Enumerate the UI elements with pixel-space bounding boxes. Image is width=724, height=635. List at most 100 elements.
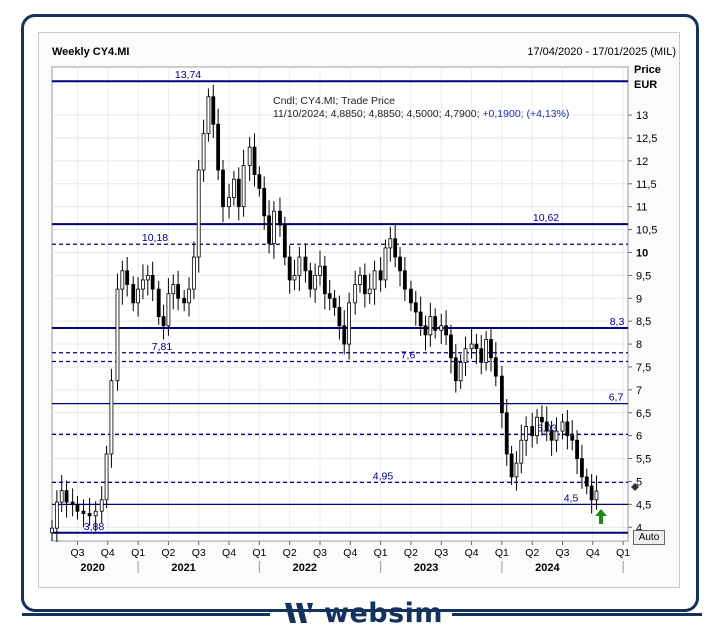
currency-axis-header: EUR: [634, 79, 658, 91]
candle-body: [87, 513, 92, 517]
candle-body: [342, 325, 347, 345]
y-tick-label: 8,5: [636, 316, 651, 328]
candle-body: [272, 210, 276, 244]
y-tick-label: 9,5: [636, 270, 651, 282]
date-range: 17/04/2020 - 17/01/2025 (MIL): [527, 46, 676, 58]
level-label: 7,6: [401, 349, 416, 361]
level-label: 6,7: [609, 392, 624, 404]
candle-body: [262, 187, 267, 217]
candle-body: [449, 334, 453, 359]
candle-body: [327, 293, 332, 299]
y-tick-label: 7,5: [636, 362, 651, 374]
candle-body: [398, 256, 402, 272]
candle-body: [247, 146, 252, 166]
candle-body: [182, 297, 187, 304]
x-tick-label: Q1: [616, 547, 630, 559]
auto-scale-button[interactable]: Auto: [633, 530, 665, 545]
websim-logo[interactable]: websim: [282, 598, 443, 629]
y-tick-label: 12,5: [636, 133, 657, 145]
candle-body: [171, 284, 176, 295]
level-label: 3,88: [84, 521, 105, 533]
grid-layer: [51, 66, 629, 542]
footer-rule-left: [22, 613, 270, 616]
candle-body: [267, 215, 271, 244]
footer-rule-right: [452, 613, 702, 616]
level-label: 4,5: [564, 492, 579, 504]
info-line-1: Cndl; CY4.MI; Trade Price: [273, 95, 395, 107]
info-ohlc-values: 11/10/2024; 4,8850; 4,8850; 4,5000; 4,79…: [273, 108, 480, 120]
candle-body: [241, 165, 246, 208]
candle-body: [489, 339, 493, 359]
candle-body: [156, 288, 161, 317]
level-label: 10,62: [533, 212, 559, 224]
candle-body: [322, 265, 327, 295]
candle-body: [145, 274, 150, 281]
candle-body: [353, 284, 358, 304]
level-label: 13,74: [175, 69, 201, 81]
candle-body: [509, 453, 514, 478]
candle-body: [176, 284, 181, 299]
y-tick-label: 11,5: [636, 179, 657, 191]
candle-body: [196, 169, 201, 258]
candle-body: [554, 430, 559, 441]
candle-body: [469, 343, 474, 350]
x-year-label: 2021: [171, 562, 195, 574]
x-tick-label: Q3: [70, 547, 84, 559]
y-tick-label: 12: [636, 156, 648, 168]
candle-body: [257, 174, 262, 189]
candle-body: [125, 270, 130, 285]
x-tick-label: Q4: [586, 547, 600, 559]
x-tick-label: Q1: [252, 547, 266, 559]
x-year-label: 2022: [293, 562, 317, 574]
candle-body: [150, 274, 155, 290]
y-tick-label: 4,5: [636, 499, 651, 511]
candle-body: [131, 284, 136, 304]
candle-body: [388, 238, 393, 249]
candle-body: [206, 96, 211, 134]
candle-body: [252, 146, 257, 176]
candle-body: [367, 288, 372, 295]
candle-body: [575, 439, 579, 459]
candle-body: [231, 178, 236, 198]
y-axis: 4 4,5 5 5,5 6 6,5 7 7,5 8 8,5 9 9,5 10 10,5 11 11,5 12 12…: [628, 110, 657, 534]
x-tick-label: Q2: [283, 547, 297, 559]
candle-body: [93, 510, 98, 517]
candle-body: [358, 274, 362, 285]
x-tick-label: Q3: [192, 547, 206, 559]
candle-body: [589, 485, 594, 501]
candle-body: [337, 307, 342, 327]
candle-body: [514, 462, 519, 478]
candle-body: [535, 416, 539, 437]
x-tick-label: Q2: [404, 547, 418, 559]
candle-body: [278, 210, 282, 226]
candle-body: [544, 421, 549, 432]
x-tick-label: Q1: [131, 547, 145, 559]
level-label: 4,95: [373, 470, 394, 482]
candle-body: [104, 453, 109, 501]
candle-body: [584, 476, 589, 487]
candle-body: [161, 316, 166, 327]
x-axis: Q3 Q4 Q1 Q2 Q3 Q4 Q1 Q2 Q3 Q4 Q1 Q2 Q3 Q4 Q1 Q2 Q3 Q4 Q1 20…: [70, 541, 630, 574]
candle-body: [75, 503, 80, 512]
candle-body: [292, 274, 297, 281]
candle-body: [287, 256, 292, 281]
y-tick-label: 8: [636, 339, 642, 351]
candles-layer: [50, 84, 607, 542]
candle-body: [423, 325, 428, 336]
candle-body: [458, 361, 463, 382]
candle-body: [580, 458, 584, 478]
candle-body: [549, 430, 554, 441]
candle-body: [504, 412, 509, 455]
candle-body: [499, 375, 504, 414]
y-tick-label: 7: [636, 385, 642, 397]
candle-body: [282, 224, 287, 258]
y-tick-label: 5,5: [636, 454, 651, 466]
x-year-label: 2023: [414, 562, 438, 574]
candle-body: [474, 343, 479, 350]
y-tick-label: 6,5: [636, 408, 651, 420]
x-tick-label: Q1: [495, 547, 509, 559]
x-tick-label: Q4: [343, 547, 357, 559]
x-tick-label: Q1: [374, 547, 388, 559]
x-year-label: 2024: [535, 562, 560, 574]
